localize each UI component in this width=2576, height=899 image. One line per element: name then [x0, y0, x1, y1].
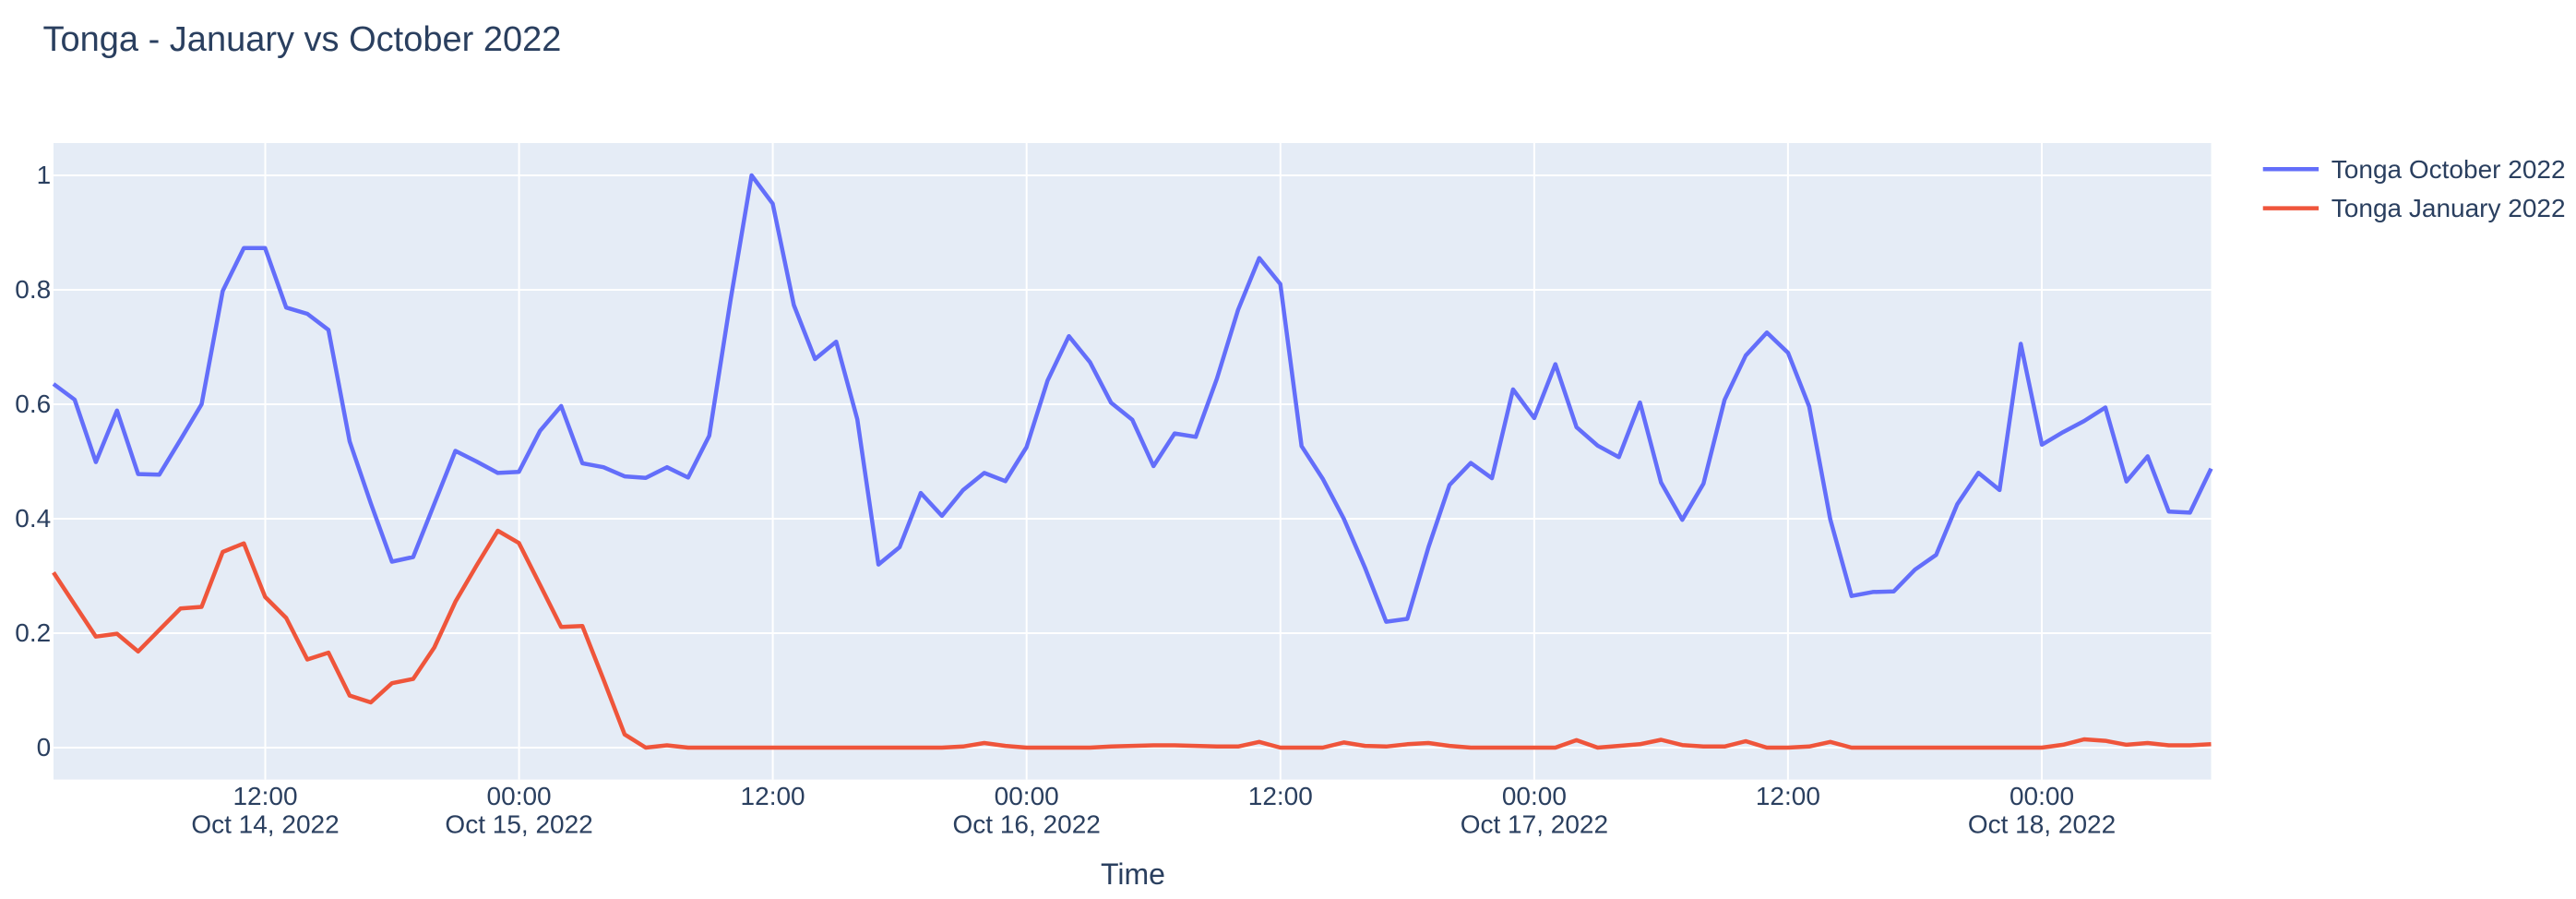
svg-text:Tonga October 2022: Tonga October 2022: [2332, 155, 2566, 184]
svg-text:00:00: 00:00: [2010, 782, 2074, 810]
svg-text:Oct 14, 2022: Oct 14, 2022: [191, 809, 339, 838]
svg-text:0.8: 0.8: [15, 275, 51, 304]
svg-text:1: 1: [37, 161, 52, 189]
svg-text:12:00: 12:00: [233, 782, 297, 810]
svg-text:Oct 15, 2022: Oct 15, 2022: [445, 809, 592, 838]
svg-text:00:00: 00:00: [487, 782, 552, 810]
svg-text:12:00: 12:00: [741, 782, 805, 810]
svg-text:Time: Time: [1101, 857, 1165, 891]
svg-text:0.6: 0.6: [15, 390, 51, 418]
svg-text:Tonga January 2022: Tonga January 2022: [2332, 194, 2566, 222]
svg-text:12:00: 12:00: [1248, 782, 1313, 810]
svg-text:Oct 16, 2022: Oct 16, 2022: [953, 809, 1101, 838]
svg-text:Oct 18, 2022: Oct 18, 2022: [1968, 809, 2116, 838]
svg-text:00:00: 00:00: [1502, 782, 1567, 810]
svg-text:00:00: 00:00: [995, 782, 1059, 810]
svg-text:0.2: 0.2: [15, 618, 51, 647]
svg-text:Oct 17, 2022: Oct 17, 2022: [1461, 809, 1608, 838]
svg-text:0: 0: [37, 733, 52, 761]
svg-text:Tonga - January vs October 202: Tonga - January vs October 2022: [43, 20, 562, 59]
svg-text:12:00: 12:00: [1756, 782, 1820, 810]
svg-text:0.4: 0.4: [15, 504, 51, 533]
